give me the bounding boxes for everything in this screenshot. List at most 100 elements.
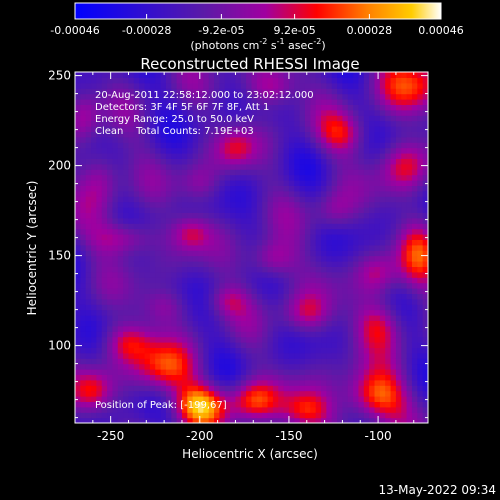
heatmap-cell	[123, 163, 130, 170]
heatmap-cell	[310, 250, 317, 257]
heatmap-cell	[422, 120, 428, 127]
heatmap-cell	[390, 131, 397, 138]
heatmap-cell	[294, 239, 301, 246]
heatmap-cell	[107, 271, 114, 278]
heatmap-cell	[326, 315, 333, 321]
heatmap-cell	[299, 277, 306, 284]
heatmap-cell	[256, 363, 263, 370]
heatmap-cell	[101, 169, 108, 176]
heatmap-cell	[278, 315, 285, 321]
heatmap-cell	[198, 374, 204, 381]
heatmap-cell	[171, 358, 178, 365]
colorbar-unit-label: (photons cm-2 s-1 asec-2)	[190, 37, 325, 52]
heatmap-cell	[208, 277, 215, 284]
heatmap-cell	[192, 331, 199, 338]
heatmap-cell	[208, 417, 215, 423]
heatmap-cell	[256, 201, 263, 208]
heatmap-cell	[251, 99, 258, 105]
heatmap-cell	[181, 228, 188, 235]
heatmap-cell	[321, 158, 327, 165]
heatmap-cell	[326, 358, 333, 365]
heatmap-cell	[299, 266, 306, 273]
heatmap-cell	[198, 396, 204, 402]
heatmap-cell	[411, 315, 418, 321]
heatmap-cell	[246, 277, 253, 284]
heatmap-cell	[224, 358, 231, 365]
heatmap-cell	[417, 358, 424, 365]
heatmap-cell	[192, 228, 199, 235]
heatmap-cell	[101, 250, 108, 257]
heatmap-cell	[112, 136, 119, 143]
heatmap-cell	[326, 82, 333, 89]
heatmap-cell	[144, 93, 151, 100]
heatmap-cell	[369, 261, 376, 267]
heatmap-cell	[203, 325, 210, 332]
heatmap-cell	[112, 158, 119, 165]
heatmap-cell	[267, 169, 274, 176]
heatmap-cell	[246, 406, 253, 413]
heatmap-cell	[117, 115, 124, 122]
heatmap-cell	[214, 369, 221, 375]
heatmap-cell	[219, 385, 226, 392]
heatmap-cell	[379, 88, 386, 95]
heatmap-cell	[422, 147, 428, 154]
heatmap-cell	[369, 99, 376, 105]
heatmap-cell	[267, 174, 274, 181]
heatmap-cell	[230, 93, 237, 100]
heatmap-cell	[75, 212, 81, 219]
heatmap-cell	[304, 309, 311, 316]
heatmap-cell	[251, 72, 258, 78]
heatmap-cell	[112, 401, 119, 408]
heatmap-cell	[374, 82, 381, 89]
heatmap-cell	[214, 342, 221, 348]
heatmap-cell	[406, 298, 413, 305]
heatmap-cell	[369, 347, 376, 354]
heatmap-cell	[155, 298, 162, 305]
heatmap-cell	[155, 72, 162, 78]
heatmap-cell	[288, 401, 295, 408]
heatmap-cell	[176, 363, 183, 370]
heatmap-cell	[219, 271, 226, 278]
heatmap-cell	[315, 363, 322, 370]
heatmap-cell	[219, 190, 226, 197]
heatmap-cell	[283, 109, 290, 116]
heatmap-cell	[203, 180, 210, 186]
heatmap-cell	[144, 99, 151, 105]
heatmap-cell	[176, 207, 183, 213]
heatmap-cell	[208, 77, 215, 84]
heatmap-cell	[321, 190, 327, 197]
heatmap-cell	[128, 406, 135, 413]
heatmap-cell	[326, 417, 333, 423]
heatmap-cell	[272, 401, 279, 408]
heatmap-cell	[187, 325, 194, 332]
heatmap-cell	[315, 320, 322, 327]
heatmap-cell	[214, 212, 221, 219]
heatmap-cell	[395, 406, 402, 413]
heatmap-cell	[101, 93, 108, 100]
heatmap-cell	[91, 309, 97, 316]
heatmap-cell	[85, 277, 92, 284]
heatmap-cell	[310, 288, 317, 294]
heatmap-cell	[160, 147, 167, 154]
heatmap-cell	[422, 266, 428, 273]
heatmap-cell	[342, 374, 349, 381]
heatmap-cell	[401, 217, 408, 224]
heatmap-cell	[331, 174, 338, 181]
heatmap-cell	[299, 352, 306, 359]
heatmap-cell	[155, 379, 162, 386]
heatmap-cell	[149, 207, 156, 213]
heatmap-cell	[75, 320, 81, 327]
heatmap-cell	[176, 304, 183, 311]
heatmap-cell	[411, 185, 418, 192]
heatmap-cell	[219, 82, 226, 89]
heatmap-cell	[96, 163, 103, 170]
heatmap-cell	[160, 82, 167, 89]
heatmap-cell	[272, 250, 279, 257]
heatmap-cell	[203, 309, 210, 316]
heatmap-cell	[278, 401, 285, 408]
heatmap-cell	[128, 336, 135, 343]
heatmap-cell	[155, 109, 162, 116]
heatmap-cell	[230, 266, 237, 273]
heatmap-cell	[347, 147, 354, 154]
heatmap-cell	[96, 180, 103, 186]
